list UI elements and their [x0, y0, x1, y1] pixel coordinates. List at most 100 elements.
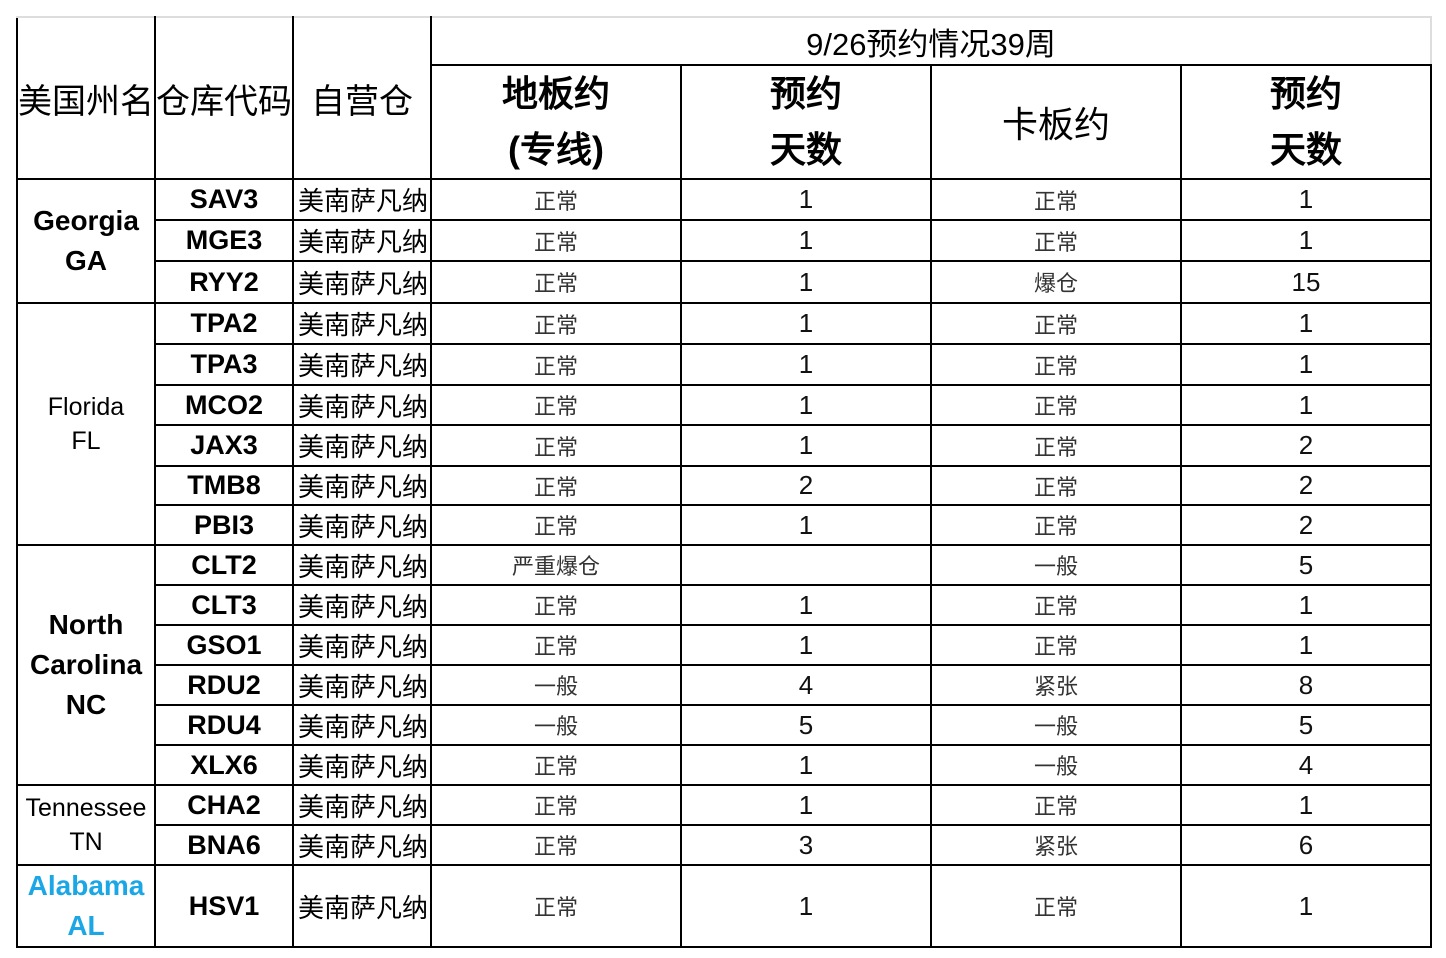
header-code: 仓库代码: [154, 16, 294, 180]
floor-days: 1: [680, 260, 932, 304]
own-warehouse: 美南萨凡纳: [292, 784, 432, 826]
own-warehouse: 美南萨凡纳: [292, 864, 432, 948]
floor-days: 1: [680, 744, 932, 786]
pallet-days: 2: [1179, 424, 1433, 467]
pallet-status: 一般: [930, 544, 1182, 586]
pallet-days: 4: [1179, 744, 1433, 786]
state-name-line1: Georgia: [33, 205, 139, 236]
warehouse-code: XLX6: [154, 744, 294, 786]
pallet-status: 正常: [930, 219, 1182, 262]
pallet-status: 正常: [930, 784, 1182, 826]
floor-status: 正常: [430, 424, 682, 467]
warehouse-code: HSV1: [154, 864, 294, 948]
header-days1-line2: 天数: [769, 129, 842, 170]
floor-days: 1: [680, 784, 932, 826]
header-row: 地板约 (专线) 预约 天数 卡板约 预约 天数: [17, 64, 1433, 180]
own-warehouse: 美南萨凡纳: [292, 544, 432, 586]
own-warehouse: 美南萨凡纳: [292, 624, 432, 666]
floor-days: 1: [680, 178, 932, 221]
warehouse-code: SAV3: [154, 178, 294, 221]
pallet-status: 紧张: [930, 664, 1182, 706]
floor-status: 正常: [430, 219, 682, 262]
warehouse-code: TPA3: [154, 343, 294, 386]
table-row: XLX6 美南萨凡纳 正常 1 一般 4: [17, 744, 1433, 786]
warehouse-code: RDU4: [154, 704, 294, 746]
header-floor: 地板约 (专线): [430, 64, 682, 180]
floor-days: 1: [680, 219, 932, 262]
state-cell: Alabama AL: [16, 864, 156, 948]
pallet-days: 1: [1179, 178, 1433, 221]
header-state: 美国州名: [16, 16, 156, 180]
pallet-status: 爆仓: [930, 260, 1182, 304]
header-days1-line1: 预约: [769, 73, 842, 114]
floor-days: 1: [680, 424, 932, 467]
pallet-days: 1: [1179, 584, 1433, 626]
own-warehouse: 美南萨凡纳: [292, 302, 432, 345]
table-row: CLT3 美南萨凡纳 正常 1 正常 1: [17, 584, 1433, 626]
pallet-days: 5: [1179, 704, 1433, 746]
floor-status: 正常: [430, 178, 682, 221]
floor-days: 3: [680, 824, 932, 866]
own-warehouse: 美南萨凡纳: [292, 504, 432, 546]
warehouse-code: CLT3: [154, 584, 294, 626]
pallet-days: 1: [1179, 384, 1433, 426]
pallet-status: 正常: [930, 178, 1182, 221]
table-row: TMB8 美南萨凡纳 正常 2 正常 2: [17, 465, 1433, 506]
pallet-status: 正常: [930, 504, 1182, 546]
table-row: RDU4 美南萨凡纳 一般 5 一般 5: [17, 704, 1433, 746]
pallet-status: 正常: [930, 864, 1182, 948]
own-warehouse: 美南萨凡纳: [292, 744, 432, 786]
pallet-status: 正常: [930, 424, 1182, 467]
pallet-days: 1: [1179, 864, 1433, 948]
table-row: RDU2 美南萨凡纳 一般 4 紧张 8: [17, 664, 1433, 706]
pallet-status: 正常: [930, 302, 1182, 345]
booking-table: 美国州名 仓库代码 自营仓 9/26预约情况39周 地板约 (专线) 预约 天数…: [16, 16, 1433, 948]
pallet-days: 1: [1179, 784, 1433, 826]
table-row: TPA3 美南萨凡纳 正常 1 正常 1: [17, 343, 1433, 386]
own-warehouse: 美南萨凡纳: [292, 260, 432, 304]
warehouse-code: RDU2: [154, 664, 294, 706]
own-warehouse: 美南萨凡纳: [292, 584, 432, 626]
warehouse-code: MGE3: [154, 219, 294, 262]
state-name-line2: TN: [69, 828, 103, 856]
state-name-line3: NC: [65, 689, 107, 720]
floor-status: 正常: [430, 584, 682, 626]
pallet-days: 6: [1179, 824, 1433, 866]
floor-status: 正常: [430, 260, 682, 304]
pallet-days: 5: [1179, 544, 1433, 586]
floor-days: 1: [680, 504, 932, 546]
floor-status: 正常: [430, 624, 682, 666]
header-days2-line2: 天数: [1270, 129, 1343, 170]
state-cell: Georgia GA: [16, 178, 156, 304]
table-row: RYY2 美南萨凡纳 正常 1 爆仓 15: [17, 260, 1433, 304]
table-title: 9/26预约情况39周: [429, 16, 1433, 66]
title-row: 美国州名 仓库代码 自营仓 9/26预约情况39周: [16, 16, 1433, 180]
floor-status: 一般: [430, 664, 682, 706]
header-days2-line1: 预约: [1270, 73, 1343, 114]
state-name-line2: Carolina: [29, 649, 143, 680]
own-warehouse: 美南萨凡纳: [292, 219, 432, 262]
table-row: Alabama AL HSV1 美南萨凡纳 正常 1 正常 1: [16, 864, 1433, 948]
table-row: North Carolina NC CLT2 美南萨凡纳 严重爆仓 一般 5: [16, 544, 1433, 786]
header-own: 自营仓: [292, 16, 432, 180]
floor-days: 5: [680, 704, 932, 746]
floor-status: 严重爆仓: [430, 544, 682, 586]
header-floor-line2: (专线): [508, 129, 604, 170]
pallet-days: 8: [1179, 664, 1433, 706]
floor-status: 正常: [430, 465, 682, 506]
floor-status: 正常: [430, 864, 682, 948]
pallet-status: 正常: [930, 384, 1182, 426]
pallet-status: 正常: [930, 465, 1182, 506]
own-warehouse: 美南萨凡纳: [292, 424, 432, 467]
pallet-days: 2: [1179, 504, 1433, 546]
warehouse-code: CLT2: [154, 544, 294, 586]
warehouse-code: BNA6: [154, 824, 294, 866]
own-warehouse: 美南萨凡纳: [292, 824, 432, 866]
warehouse-code: CHA2: [154, 784, 294, 826]
pallet-status: 正常: [930, 343, 1182, 386]
header-pallet: 卡板约: [930, 64, 1182, 180]
pallet-status: 正常: [930, 624, 1182, 666]
state-cell: North Carolina NC: [16, 544, 156, 786]
floor-status: 正常: [430, 302, 682, 345]
own-warehouse: 美南萨凡纳: [292, 384, 432, 426]
